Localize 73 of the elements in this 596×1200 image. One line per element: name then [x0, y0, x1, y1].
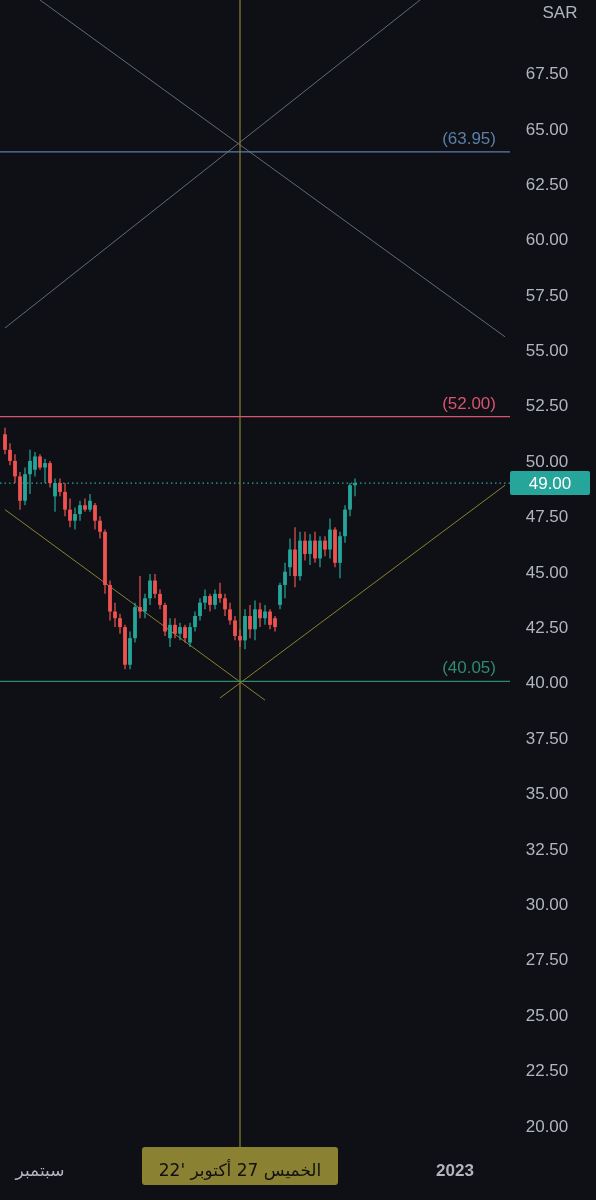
candlestick — [318, 535, 322, 568]
candlestick — [68, 497, 72, 528]
candlestick — [158, 588, 162, 610]
y-axis-title: SAR — [542, 3, 578, 22]
y-tick-label: 37.50 — [525, 728, 569, 748]
candlestick — [238, 628, 242, 648]
candlestick — [278, 582, 282, 610]
y-tick-label: 20.00 — [525, 1116, 569, 1136]
ref-line-label: 49.00 — [528, 474, 572, 494]
ref-line-label: (63.95) — [442, 128, 496, 148]
ref-line-label: (52.00) — [442, 393, 496, 413]
candlestick — [3, 427, 7, 455]
candlestick — [233, 615, 237, 641]
candlestick — [63, 482, 67, 517]
candlestick — [8, 442, 12, 466]
candlestick — [53, 478, 57, 513]
candlestick — [118, 613, 122, 635]
candlestick — [218, 582, 222, 604]
candlestick — [113, 602, 117, 628]
candlestick — [223, 593, 227, 617]
candlestick — [178, 622, 182, 641]
candlestick — [248, 604, 252, 639]
candlestick — [213, 588, 217, 610]
candlestick — [173, 617, 177, 639]
y-tick-label: 60.00 — [525, 230, 569, 250]
y-tick-label: 67.50 — [525, 64, 569, 84]
candlestick — [323, 535, 327, 557]
candlestick — [143, 593, 147, 619]
y-tick-label: 32.50 — [525, 839, 569, 859]
candlestick — [258, 602, 262, 628]
y-tick-label: 62.50 — [525, 174, 569, 194]
candlestick — [263, 604, 267, 626]
y-tick-label: 42.50 — [525, 618, 569, 638]
y-tick-label: 52.50 — [525, 396, 569, 416]
x-tick-label: سبتمبر — [14, 1160, 65, 1180]
y-tick-label: 45.00 — [525, 562, 569, 582]
candlestick — [188, 622, 192, 648]
candlestick — [253, 599, 257, 641]
y-tick-label: 27.50 — [525, 950, 569, 970]
y-tick-label: 40.00 — [525, 673, 569, 693]
candlestick — [308, 533, 312, 566]
candlestick — [198, 597, 202, 622]
candlestick — [48, 460, 52, 489]
y-tick-label: 55.00 — [525, 341, 569, 361]
y-tick-label: 50.00 — [525, 451, 569, 471]
candlestick — [138, 575, 142, 619]
candlestick — [168, 617, 172, 648]
y-tick-label: 35.00 — [525, 784, 569, 804]
candlestick — [228, 602, 232, 626]
candlestick — [13, 453, 17, 484]
ref-line-label: (40.05) — [442, 658, 496, 678]
candlestick — [203, 588, 207, 610]
candlestick — [283, 562, 287, 599]
candlestick — [193, 610, 197, 633]
y-tick-label: 65.00 — [525, 119, 569, 139]
candlestick — [328, 517, 332, 559]
y-tick-label: 25.00 — [525, 1005, 569, 1025]
candlestick — [153, 573, 157, 599]
candlestick — [288, 537, 292, 577]
candlestick — [303, 531, 307, 562]
candlestick — [78, 500, 82, 522]
candlestick — [93, 502, 97, 531]
candlestick — [73, 506, 77, 531]
candlestick — [83, 497, 87, 513]
y-tick-label: 57.50 — [525, 285, 569, 305]
y-tick-label: 22.50 — [525, 1061, 569, 1081]
y-tick-label: 30.00 — [525, 895, 569, 915]
x-tick-label: 2023 — [436, 1161, 474, 1180]
candlestick — [313, 531, 317, 564]
candlestick — [98, 515, 102, 540]
x-tick-label: الخميس 27 أكتوبر '22 — [158, 1159, 322, 1180]
y-tick-label: 47.50 — [525, 507, 569, 527]
candlestick — [148, 573, 152, 606]
